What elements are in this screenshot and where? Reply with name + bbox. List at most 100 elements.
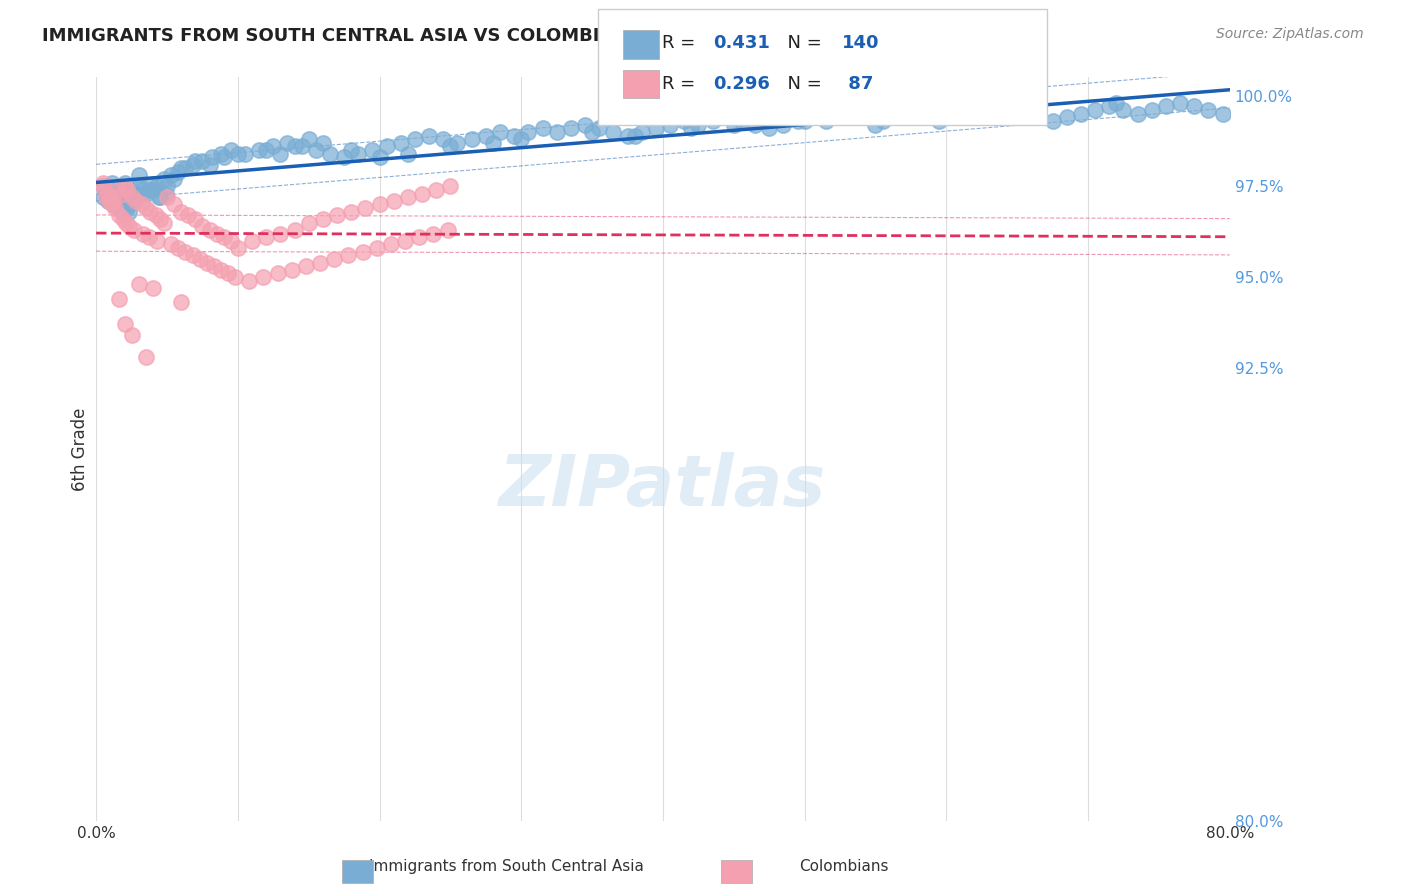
Y-axis label: 6th Grade: 6th Grade <box>72 408 89 491</box>
Point <box>323 252 346 266</box>
Point <box>340 143 363 157</box>
Point <box>110 201 132 215</box>
Text: ZIPatlas: ZIPatlas <box>499 452 827 521</box>
Point <box>132 183 155 197</box>
Point <box>1070 107 1092 121</box>
Point <box>91 179 114 194</box>
Point <box>280 262 302 277</box>
Text: R =: R = <box>662 34 702 52</box>
Point <box>970 111 993 125</box>
Point <box>298 216 321 230</box>
Point <box>111 204 134 219</box>
Point <box>446 136 468 150</box>
Point <box>108 208 131 222</box>
Point <box>114 176 136 190</box>
Point <box>1168 95 1191 110</box>
Point <box>886 111 908 125</box>
Point <box>131 197 153 211</box>
Point <box>396 146 419 161</box>
Point <box>118 204 141 219</box>
Point <box>312 211 335 226</box>
Point <box>141 179 163 194</box>
Point <box>97 194 120 208</box>
Point <box>394 234 416 248</box>
Point <box>174 161 197 176</box>
Point <box>1212 107 1234 121</box>
Point <box>800 111 823 125</box>
Point <box>100 176 122 190</box>
Point <box>283 223 305 237</box>
Point <box>1084 103 1107 117</box>
Point <box>900 107 922 121</box>
Point <box>160 237 183 252</box>
Point <box>142 183 165 197</box>
Point <box>326 208 349 222</box>
Point <box>138 183 160 197</box>
Point <box>844 107 866 121</box>
Point <box>212 230 235 244</box>
Point <box>503 128 526 143</box>
Point <box>117 183 139 197</box>
Point <box>688 118 710 132</box>
Point <box>1112 103 1135 117</box>
Point <box>623 128 645 143</box>
Point <box>201 150 224 164</box>
Point <box>432 132 454 146</box>
Point <box>254 143 277 157</box>
Point <box>148 190 170 204</box>
Point <box>814 114 837 128</box>
Point <box>793 114 815 128</box>
Point <box>105 197 128 211</box>
Point <box>219 234 242 248</box>
Point <box>460 132 482 146</box>
Point <box>209 262 232 277</box>
Point <box>226 146 249 161</box>
Point <box>1005 103 1028 117</box>
Point <box>212 150 235 164</box>
Point <box>644 121 666 136</box>
Point <box>96 194 118 208</box>
Point <box>439 139 461 153</box>
Point <box>100 197 122 211</box>
Point <box>368 150 391 164</box>
Point <box>94 190 117 204</box>
Point <box>115 201 138 215</box>
Point <box>107 183 129 197</box>
Point <box>163 197 186 211</box>
Point <box>872 114 894 128</box>
Point <box>114 317 136 331</box>
Point <box>191 153 214 168</box>
Point <box>744 118 766 132</box>
Point <box>174 244 197 259</box>
Point <box>219 143 242 157</box>
Point <box>352 244 374 259</box>
Point <box>347 146 370 161</box>
Point <box>411 186 433 201</box>
Point <box>97 190 120 204</box>
Point <box>616 128 638 143</box>
Point <box>167 165 190 179</box>
Point <box>145 208 167 222</box>
Point <box>125 194 148 208</box>
Point <box>184 153 207 168</box>
Point <box>205 227 228 241</box>
Text: R =: R = <box>662 75 702 93</box>
Point <box>389 136 412 150</box>
Point <box>128 179 150 194</box>
Point <box>121 190 143 204</box>
Point <box>94 186 117 201</box>
Point <box>574 118 596 132</box>
Point <box>309 255 332 269</box>
Point <box>298 132 321 146</box>
Point <box>723 118 745 132</box>
Text: 0.431: 0.431 <box>713 34 769 52</box>
Point <box>114 179 136 194</box>
Point <box>404 132 426 146</box>
Point <box>177 208 200 222</box>
Point <box>104 201 127 215</box>
Point <box>1056 111 1078 125</box>
Point <box>865 118 887 132</box>
Point <box>312 136 335 150</box>
Point <box>581 125 603 139</box>
Point <box>91 179 114 194</box>
